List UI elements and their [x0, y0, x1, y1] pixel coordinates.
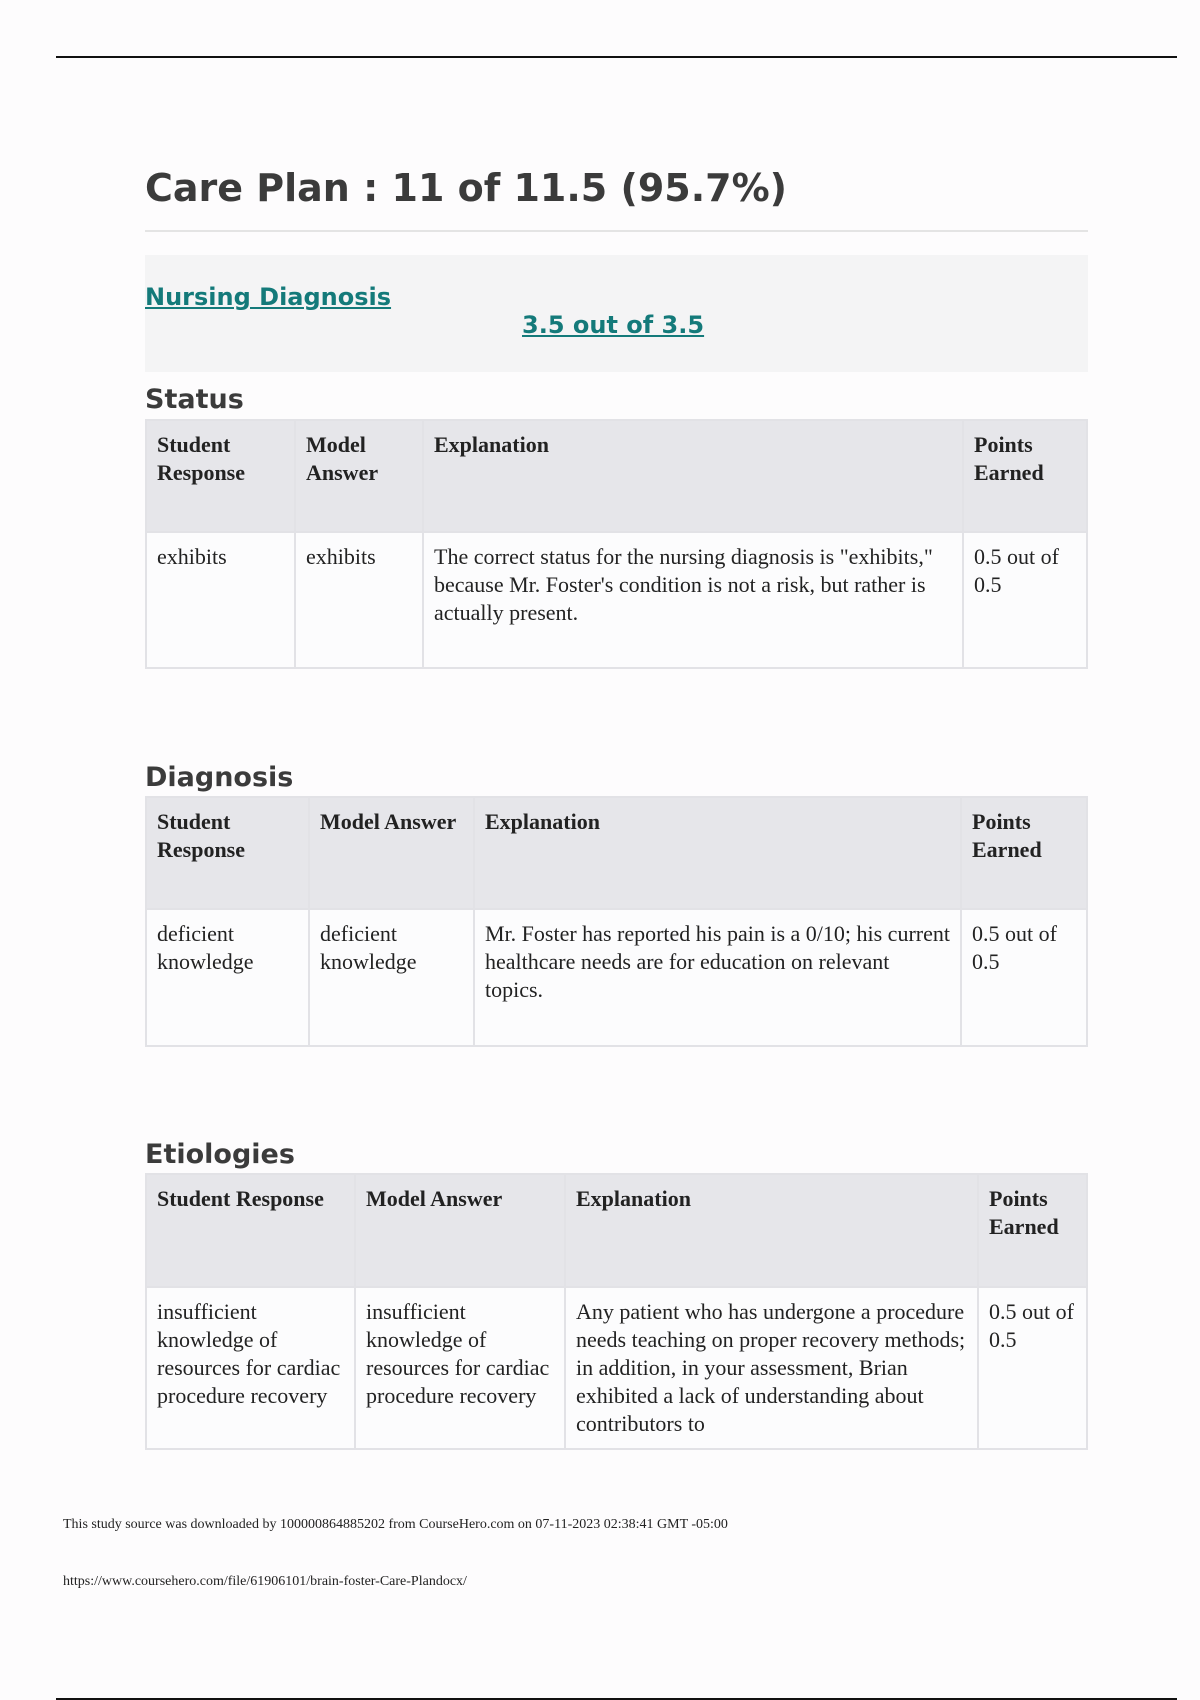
col-points-earned: Points Earned [977, 1173, 1088, 1288]
header-row: Student Response Model Answer Explanatio… [145, 1173, 1088, 1288]
nursing-diagnosis-link[interactable]: Nursing Diagnosis [145, 283, 392, 311]
diagnosis-heading: Diagnosis [145, 762, 294, 793]
points-earned: 0.5 out of 0.5 [960, 908, 1088, 1047]
section-banner: Nursing Diagnosis 3.5 out of 3.5 [145, 255, 1088, 372]
explanation: Any patient who has undergone a procedur… [564, 1286, 979, 1450]
section-score-link[interactable]: 3.5 out of 3.5 [522, 311, 705, 339]
col-points-earned: Points Earned [962, 419, 1088, 533]
model-answer: insufficient knowledge of resources for … [354, 1286, 566, 1450]
bottom-rule [56, 1698, 1177, 1700]
model-answer: exhibits [294, 531, 424, 669]
download-note: This study source was downloaded by 1000… [63, 1517, 728, 1532]
status-table: Student Response Model Answer Explanatio… [145, 419, 1088, 669]
model-answer: deficient knowledge [308, 908, 475, 1047]
col-explanation: Explanation [422, 419, 964, 533]
etiologies-heading: Etiologies [145, 1139, 295, 1170]
explanation: The correct status for the nursing diagn… [422, 531, 964, 669]
diagnosis-table: Student Response Model Answer Explanatio… [145, 796, 1088, 1047]
explanation: Mr. Foster has reported his pain is a 0/… [473, 908, 962, 1047]
student-response: exhibits [145, 531, 296, 669]
student-response: insufficient knowledge of resources for … [145, 1286, 356, 1450]
etiologies-table: Student Response Model Answer Explanatio… [145, 1173, 1088, 1450]
status-heading: Status [145, 384, 244, 415]
title-divider [145, 230, 1088, 232]
col-explanation: Explanation [473, 796, 962, 910]
col-model-answer: Model Answer [308, 796, 475, 910]
col-explanation: Explanation [564, 1173, 979, 1288]
points-earned: 0.5 out of 0.5 [962, 531, 1088, 669]
col-student-response: Student Response [145, 419, 296, 533]
col-model-answer: Model Answer [354, 1173, 566, 1288]
header-row: Student Response Model Answer Explanatio… [145, 419, 1088, 533]
col-student-response: Student Response [145, 796, 310, 910]
col-student-response: Student Response [145, 1173, 356, 1288]
table-row: insufficient knowledge of resources for … [145, 1286, 1088, 1450]
top-rule [56, 56, 1177, 58]
table-row: exhibits exhibits The correct status for… [145, 531, 1088, 669]
header-row: Student Response Model Answer Explanatio… [145, 796, 1088, 910]
page-title: Care Plan : 11 of 11.5 (95.7%) [145, 166, 788, 210]
col-points-earned: Points Earned [960, 796, 1088, 910]
col-model-answer: Model Answer [294, 419, 424, 533]
points-earned: 0.5 out of 0.5 [977, 1286, 1088, 1450]
table-row: deficient knowledge deficient knowledge … [145, 908, 1088, 1047]
source-url[interactable]: https://www.coursehero.com/file/61906101… [63, 1574, 467, 1589]
student-response: deficient knowledge [145, 908, 310, 1047]
